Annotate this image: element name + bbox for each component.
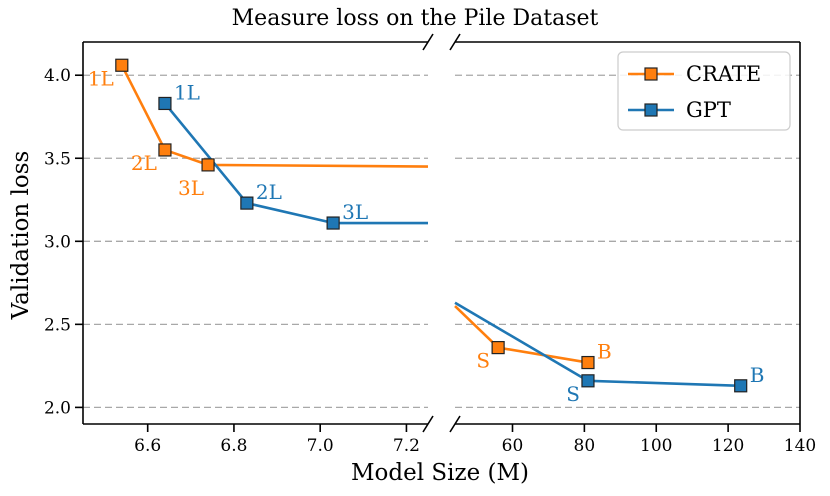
data-label-crate-left-0: 1L bbox=[88, 66, 114, 90]
y-tick-label-4: 4.0 bbox=[44, 66, 71, 86]
x-tick-label-right-0: 60 bbox=[502, 436, 524, 456]
x-axis-label: Model Size (M) bbox=[351, 460, 529, 486]
x-tick-label-left-0: 6.6 bbox=[134, 436, 161, 456]
y-tick-label-3: 3.5 bbox=[44, 149, 71, 169]
x-tick-label-right-1: 80 bbox=[574, 436, 596, 456]
data-point-crate-right-0 bbox=[491, 341, 505, 355]
data-label-gpt-left-0: 1L bbox=[174, 80, 200, 104]
series-line-gpt-left bbox=[163, 102, 428, 225]
x-tick-label-right-4: 140 bbox=[784, 436, 816, 456]
data-point-gpt-right-1 bbox=[734, 379, 748, 393]
data-point-crate-left-0 bbox=[115, 58, 129, 72]
axis-break-mark-right-bottom bbox=[449, 415, 461, 433]
data-label-crate-left-1: 2L bbox=[131, 151, 157, 175]
data-label-gpt-left-2: 3L bbox=[342, 200, 368, 224]
x-tick-label-right-3: 120 bbox=[712, 436, 744, 456]
x-tick-label-left-3: 7.2 bbox=[393, 436, 420, 456]
y-tick-label-1: 2.5 bbox=[44, 315, 71, 335]
legend-marker-gpt bbox=[644, 103, 658, 117]
data-label-crate-left-2: 3L bbox=[178, 176, 204, 200]
axis-break-mark-left-bottom bbox=[422, 415, 434, 433]
grid-layer bbox=[83, 74, 800, 409]
y-axis-label: Validation loss bbox=[8, 151, 34, 321]
x-tick-label-right-2: 100 bbox=[640, 436, 672, 456]
data-point-gpt-left-0 bbox=[158, 96, 172, 111]
x-tick-label-left-2: 7.0 bbox=[307, 436, 334, 456]
data-label-crate-right-0: S bbox=[476, 349, 490, 373]
chart-title: Measure loss on the Pile Dataset bbox=[232, 6, 599, 31]
data-point-gpt-left-2 bbox=[326, 216, 340, 230]
data-point-crate-left-1 bbox=[158, 143, 172, 157]
data-point-gpt-right-0 bbox=[581, 374, 595, 388]
series-line-crate-left bbox=[120, 64, 429, 168]
data-point-crate-right-1 bbox=[581, 355, 595, 370]
legend-label-gpt: GPT bbox=[686, 98, 731, 122]
axis-break-mark-right-top bbox=[449, 33, 461, 51]
legend: CRATE GPT bbox=[617, 51, 791, 131]
axis-break-mark-left-top bbox=[422, 33, 434, 51]
y-tick-label-0: 2.0 bbox=[44, 398, 71, 418]
axes-layer: 2.0 2.5 3.0 3.5 4.0 6.6 6.8 7.0 7.2 60 80 100 120 140 bbox=[44, 33, 816, 456]
data-label-crate-right-1: B bbox=[597, 340, 612, 364]
x-tick-label-left-1: 6.8 bbox=[220, 436, 247, 456]
data-point-crate-left-2 bbox=[201, 158, 215, 172]
data-label-gpt-left-1: 2L bbox=[256, 180, 282, 204]
data-point-gpt-left-1 bbox=[240, 196, 254, 210]
data-label-gpt-right-1: B bbox=[750, 363, 765, 387]
y-tick-label-2: 3.0 bbox=[44, 232, 71, 252]
legend-label-crate: CRATE bbox=[686, 62, 761, 86]
data-label-gpt-right-0: S bbox=[566, 382, 580, 406]
legend-marker-crate bbox=[644, 67, 658, 81]
